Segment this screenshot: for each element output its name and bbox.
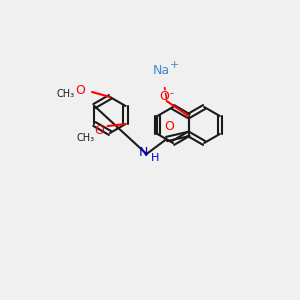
- Text: N: N: [139, 146, 148, 158]
- Text: O: O: [95, 124, 104, 136]
- Text: +: +: [170, 60, 179, 70]
- Text: Na: Na: [153, 64, 170, 77]
- Text: O: O: [75, 83, 85, 97]
- Text: H: H: [150, 153, 159, 163]
- Text: CH₃: CH₃: [57, 89, 75, 99]
- Text: O: O: [160, 91, 170, 103]
- Text: CH₃: CH₃: [76, 133, 95, 143]
- Text: -: -: [169, 88, 174, 98]
- Text: O: O: [165, 120, 175, 133]
